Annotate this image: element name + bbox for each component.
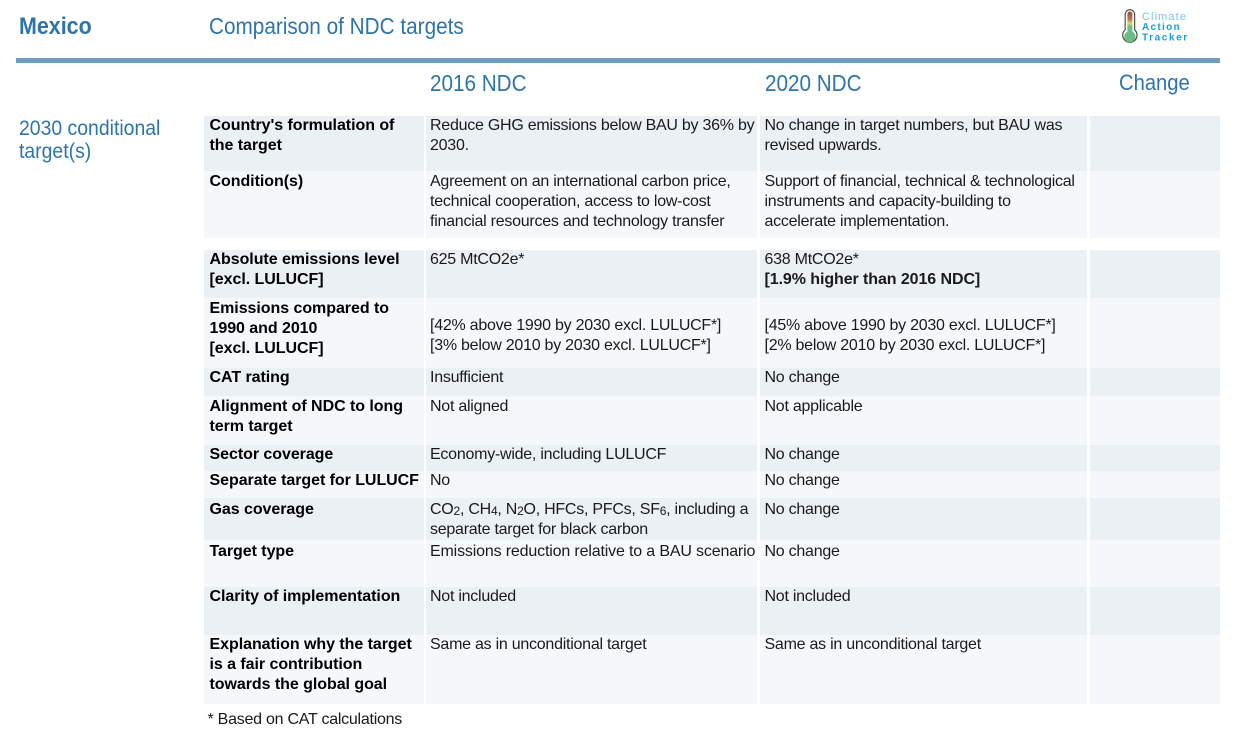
svg-text:Tracker: Tracker bbox=[1142, 33, 1189, 44]
svg-text:Action: Action bbox=[1142, 22, 1181, 33]
svg-text:Climate: Climate bbox=[1142, 11, 1187, 23]
